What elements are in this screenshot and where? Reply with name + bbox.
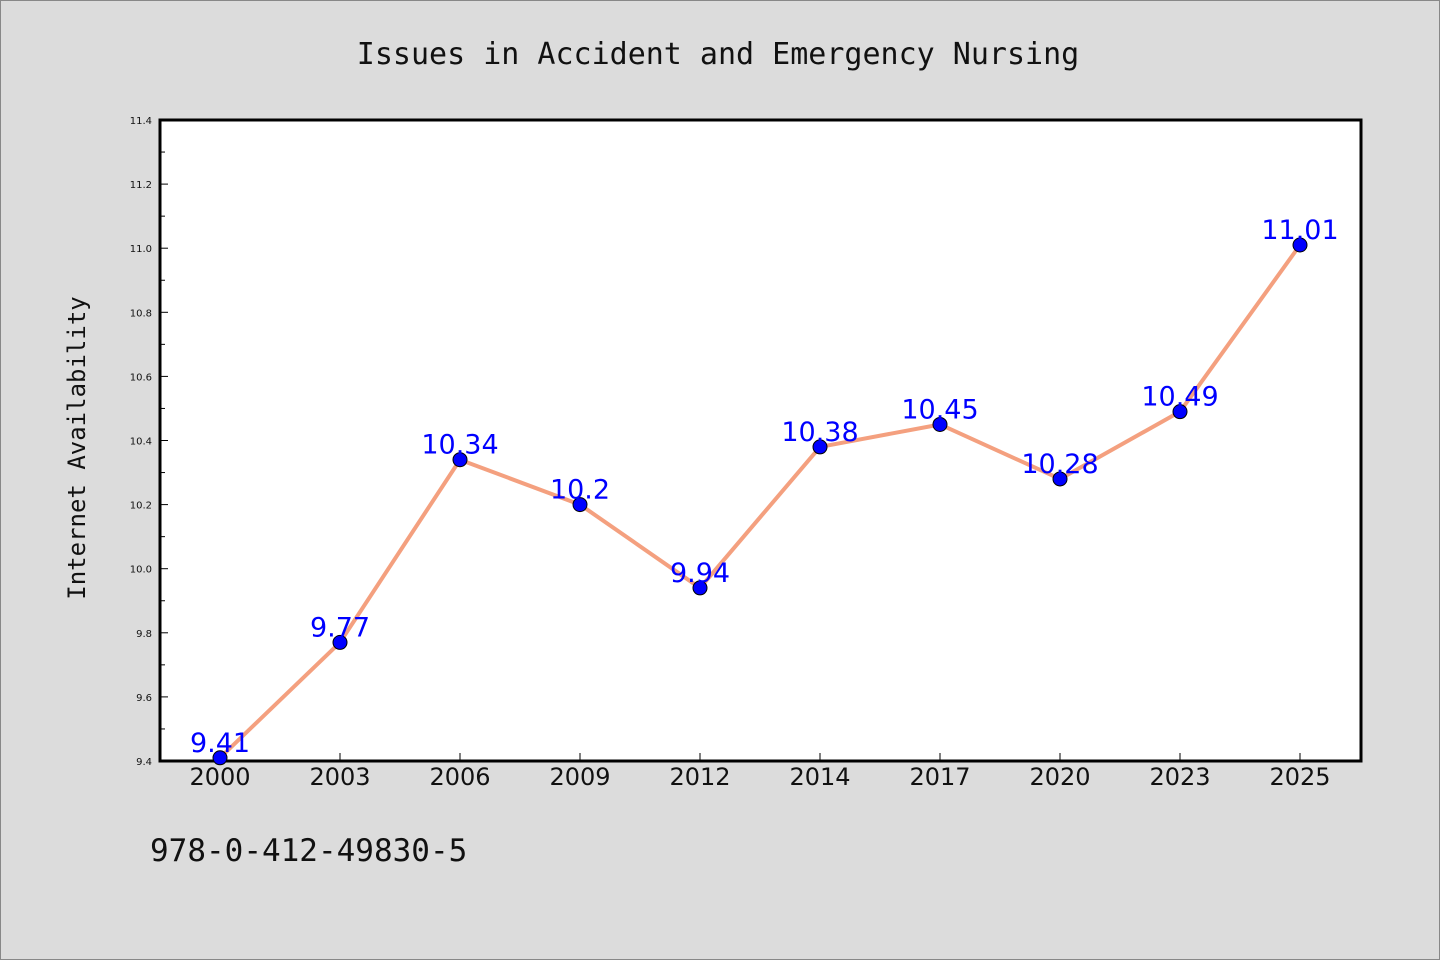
data-label: 10.34	[421, 430, 498, 461]
y-tick-label: 10.2	[130, 501, 152, 512]
data-label: 9.77	[310, 612, 370, 643]
y-tick-label: 11.4	[130, 116, 152, 127]
data-label: 9.41	[190, 728, 250, 759]
data-label: 10.45	[901, 394, 978, 425]
x-tick-label: 2006	[429, 763, 490, 791]
data-label: 9.94	[670, 558, 730, 589]
chart-title: Issues in Accident and Emergency Nursing	[357, 37, 1079, 72]
plot-area	[158, 118, 1363, 763]
y-tick-label: 10.0	[130, 565, 152, 576]
data-point	[1292, 237, 1308, 253]
data-point	[452, 452, 468, 468]
data-label: 10.49	[1141, 382, 1218, 413]
x-tick-label: 2009	[549, 763, 610, 791]
y-tick-label: 9.8	[136, 629, 152, 640]
data-label: 10.38	[781, 417, 858, 448]
y-tick-label: 11.2	[130, 180, 152, 191]
data-label: 10.2	[550, 475, 610, 506]
data-point	[1052, 471, 1068, 487]
isbn-text: 978-0-412-49830-5	[150, 833, 468, 869]
y-tick-label: 9.4	[136, 757, 152, 768]
x-axis: 2000 2003 2006 2009 2012 2014 2017 2020 2023 2025	[189, 753, 1331, 791]
data-label: 11.01	[1261, 215, 1338, 246]
series-layer: 9.41 9.77 10.34 10.2 9.94 10.38 10.45 10.28 10.4…	[190, 215, 1339, 766]
data-point	[812, 439, 828, 455]
x-tick-label: 2000	[189, 763, 250, 791]
y-tick-label: 10.6	[130, 372, 152, 383]
data-point	[212, 750, 228, 766]
x-tick-label: 2012	[669, 763, 730, 791]
data-label: 10.28	[1021, 449, 1098, 480]
x-tick-label: 2014	[789, 763, 850, 791]
data-point	[692, 580, 708, 596]
x-tick-label: 2025	[1269, 763, 1330, 791]
y-tick-label: 10.8	[130, 308, 152, 319]
x-tick-label: 2003	[309, 763, 370, 791]
x-tick-label: 2017	[909, 763, 970, 791]
data-point	[932, 416, 948, 432]
series-line	[218, 243, 1302, 760]
y-tick-label: 10.4	[130, 437, 152, 448]
y-axis-label: Internet Availability	[63, 296, 91, 599]
y-tick-label: 9.6	[136, 693, 152, 704]
x-tick-label: 2020	[1029, 763, 1090, 791]
y-tick-label: 11.0	[130, 244, 152, 255]
data-point	[1172, 404, 1188, 420]
y-axis: 9.4 9.6 9.8 10.0 10.2 10.4 10.6 10.8 11.0 11.2 11.…	[130, 116, 168, 768]
x-tick-label: 2023	[1149, 763, 1210, 791]
data-point	[572, 497, 588, 513]
data-point	[332, 634, 348, 650]
